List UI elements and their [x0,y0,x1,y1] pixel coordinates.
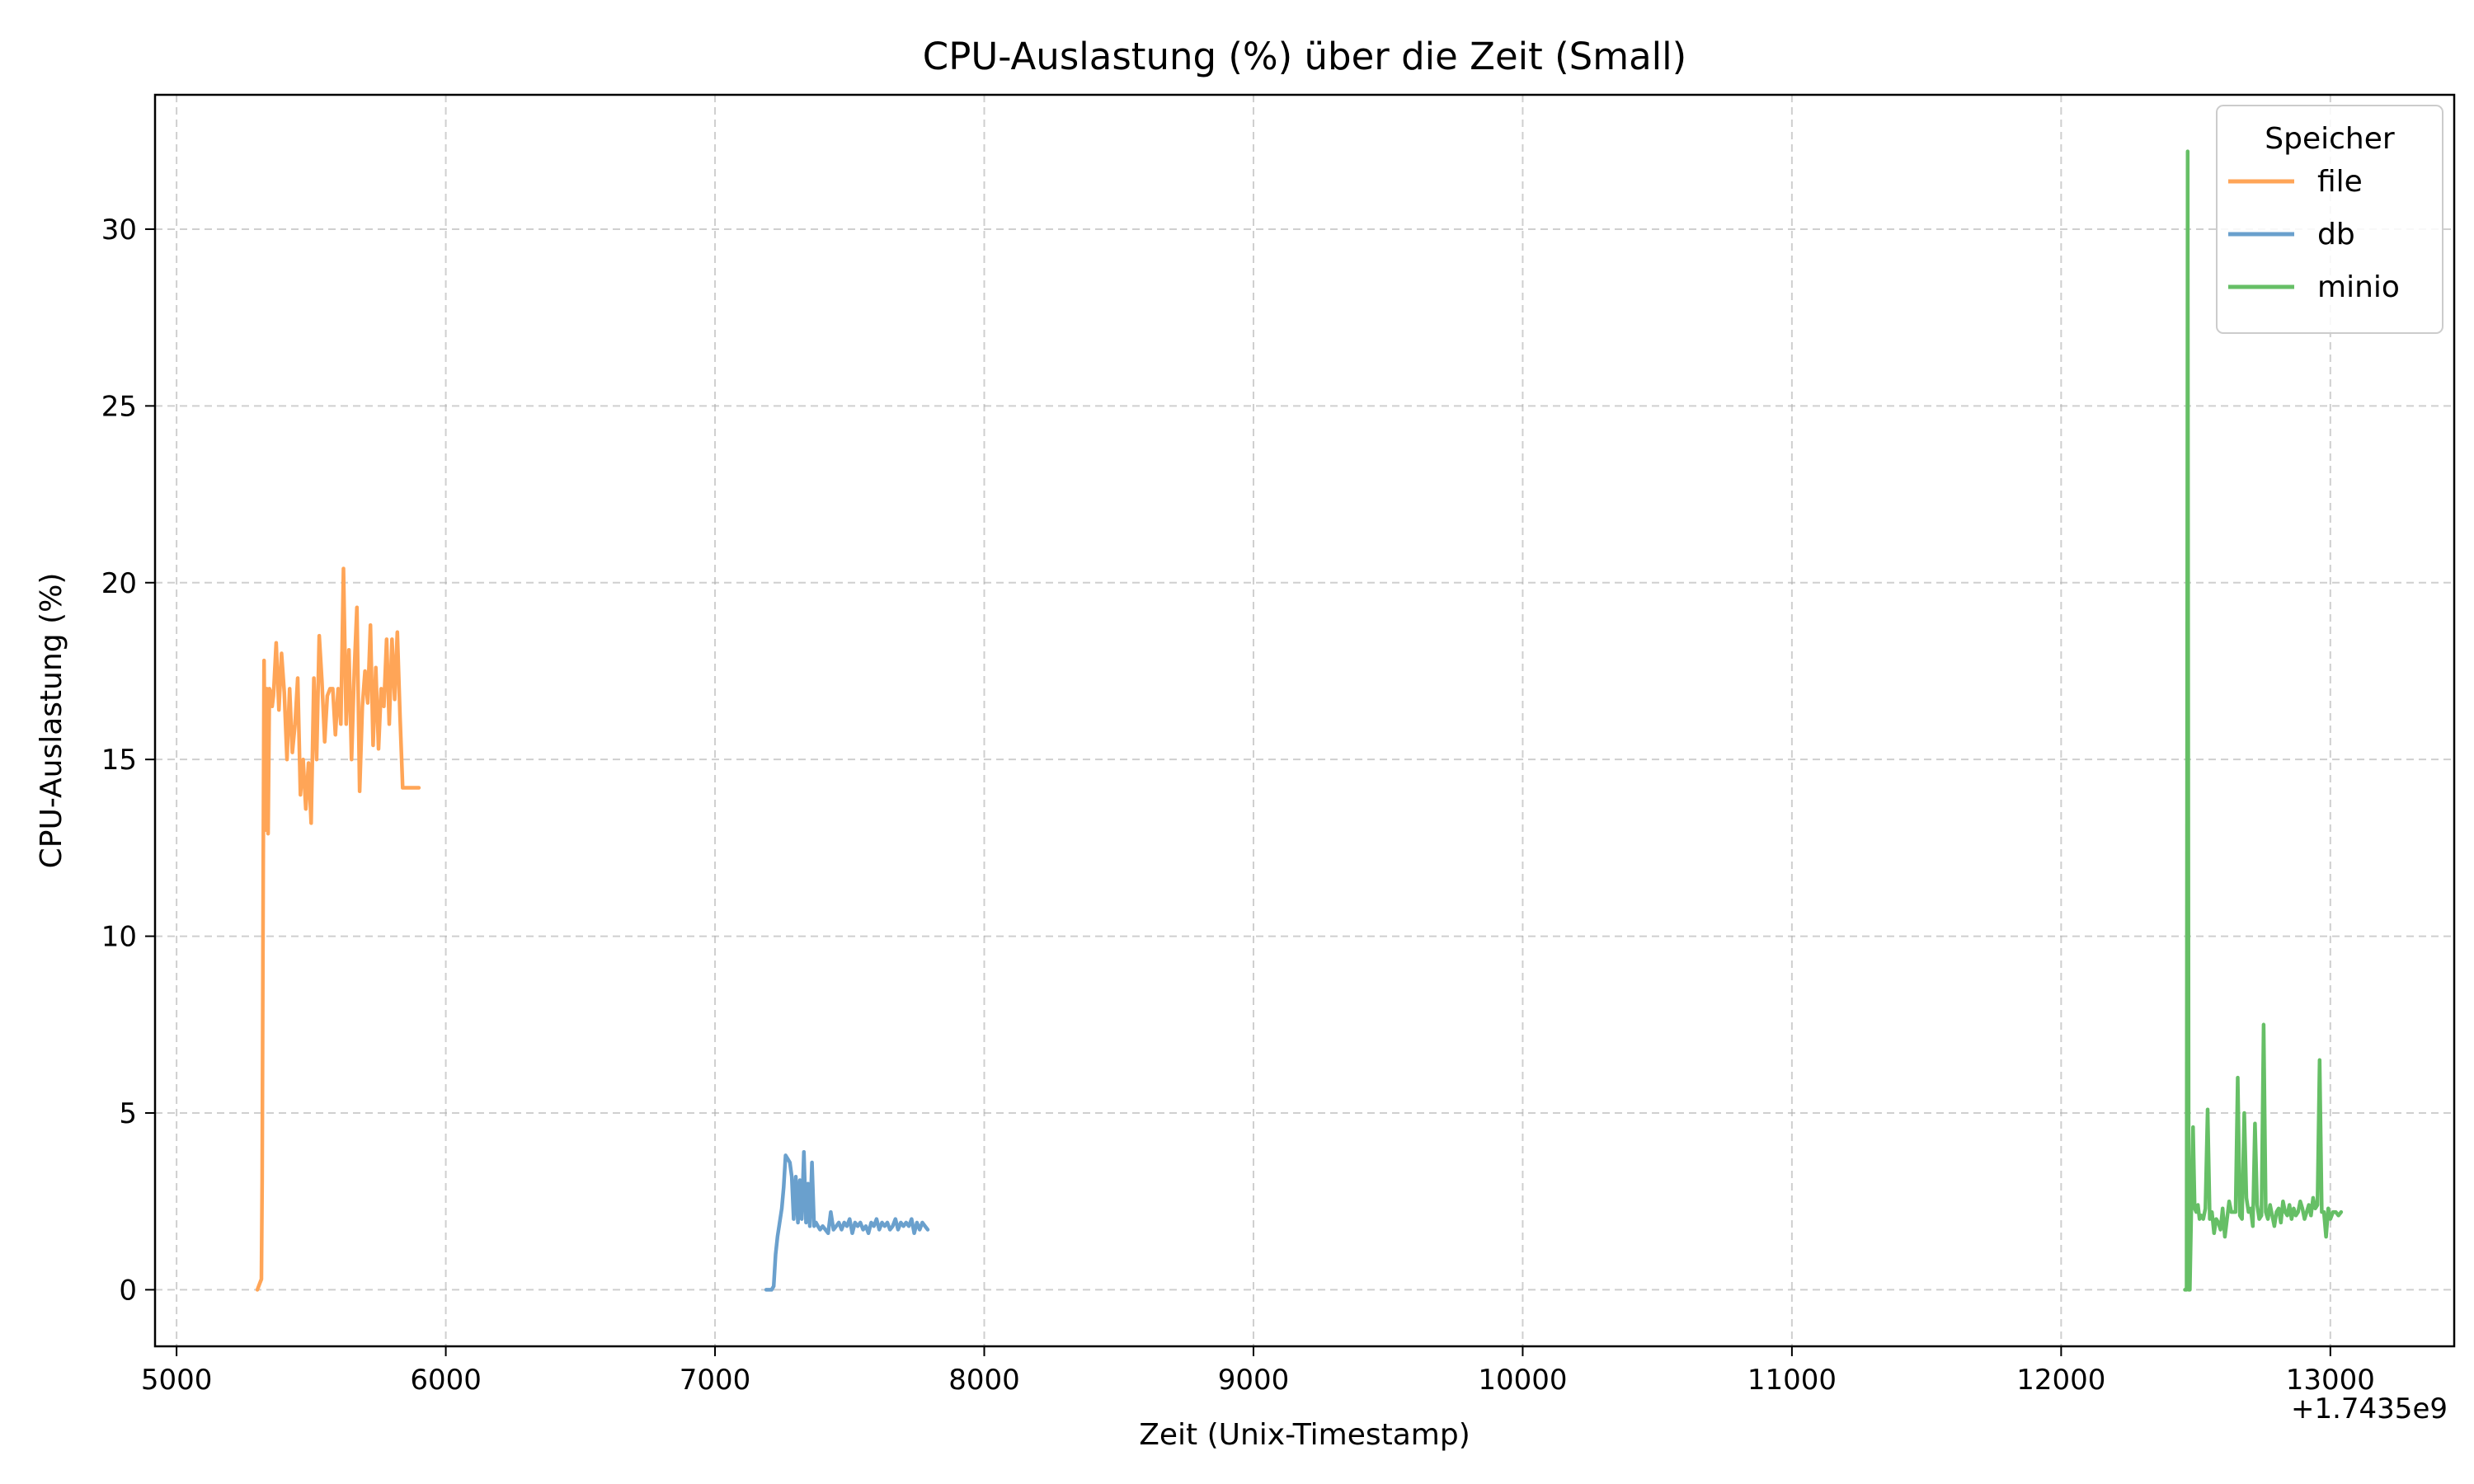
y-tick-label: 20 [101,567,137,600]
y-tick-label: 25 [101,390,137,423]
x-axis-offset-label: +1.7435e9 [2291,1392,2448,1425]
x-tick-label: 12000 [2016,1364,2105,1397]
y-tick-label: 5 [119,1097,137,1130]
chart-title: CPU-Auslastung (%) über die Zeit (Small) [923,35,1686,78]
legend-label-minio: minio [2317,270,2400,304]
legend-label-db: db [2317,218,2355,251]
y-axis-label: CPU-Auslastung (%) [35,573,68,869]
y-tick-label: 15 [101,744,137,777]
legend-title: Speicher [2265,122,2395,156]
legend: Speicher file db minio [2216,105,2443,334]
series-line-db [764,1149,930,1292]
x-tick-label: 13000 [2286,1364,2375,1397]
x-tick-label: 5000 [141,1364,213,1397]
x-tick-label: 11000 [1747,1364,1837,1397]
series-line-file [255,566,421,1292]
y-tick-label: 0 [119,1274,137,1307]
y-tick-label: 30 [101,214,137,247]
x-tick-label: 7000 [680,1364,751,1397]
y-tick-label: 10 [101,921,137,954]
legend-items: file db minio [2228,165,2400,304]
grid [155,95,2454,1346]
x-tick-label: 10000 [1478,1364,1567,1397]
x-axis-label: Zeit (Unix-Timestamp) [1139,1418,1470,1452]
legend-box [2216,105,2443,334]
plot-series [255,149,2344,1292]
plot-frame [153,93,2456,1348]
series-line-minio [2183,149,2344,1292]
x-tick-label: 6000 [410,1364,482,1397]
axis-ticks: 5000 6000 7000 8000 9000 10000 11000 12000 13000… [101,214,2375,1397]
x-tick-label: 8000 [948,1364,1020,1397]
x-tick-label: 9000 [1218,1364,1290,1397]
legend-label-file: file [2317,165,2363,199]
